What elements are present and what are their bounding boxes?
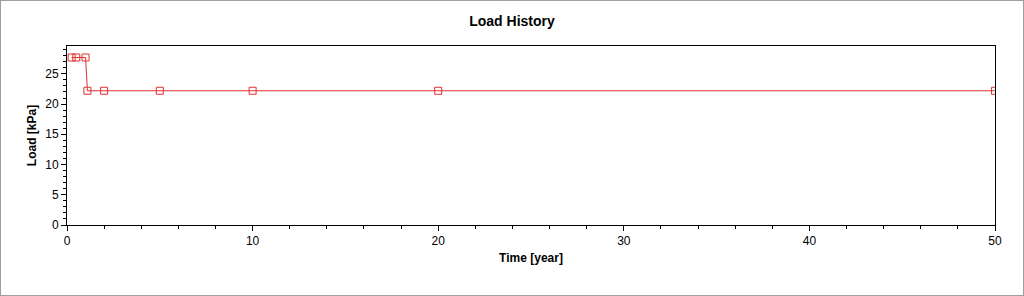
svg-text:0: 0 (52, 218, 59, 232)
svg-text:Load History: Load History (469, 13, 555, 29)
svg-text:0: 0 (64, 234, 71, 248)
svg-text:25: 25 (45, 67, 59, 81)
svg-text:40: 40 (803, 234, 817, 248)
svg-text:Load [kPa]: Load [kPa] (25, 105, 39, 166)
svg-text:10: 10 (45, 158, 59, 172)
svg-text:20: 20 (45, 97, 59, 111)
svg-text:15: 15 (45, 127, 59, 141)
svg-text:5: 5 (52, 188, 59, 202)
svg-text:Time [year]: Time [year] (499, 251, 563, 265)
svg-text:30: 30 (617, 234, 631, 248)
svg-text:50: 50 (988, 234, 1002, 248)
svg-text:10: 10 (246, 234, 260, 248)
svg-text:20: 20 (432, 234, 446, 248)
